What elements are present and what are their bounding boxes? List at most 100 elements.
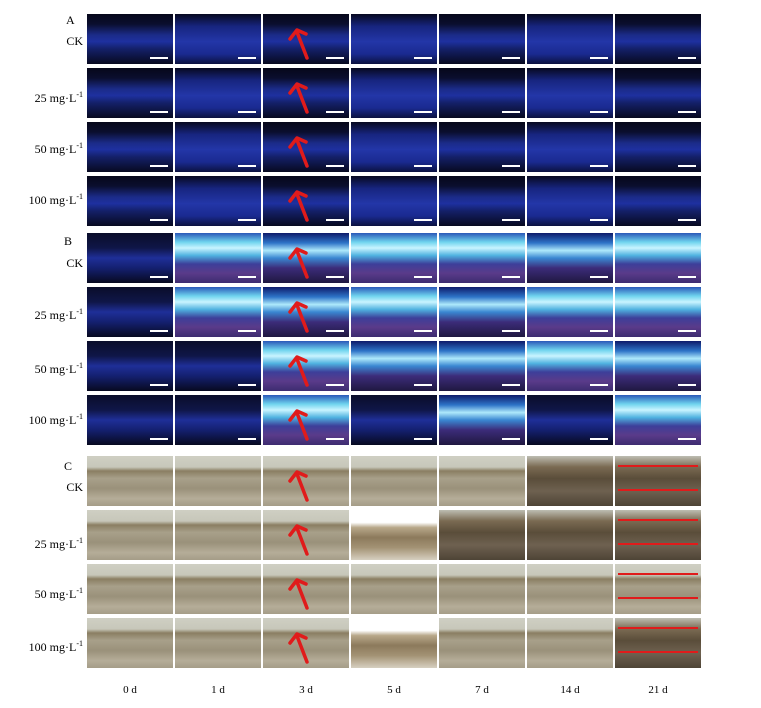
micrograph-c-row1-col6 <box>527 456 613 506</box>
measure-line-top <box>618 465 698 467</box>
scale-bar <box>326 57 344 59</box>
micrograph-a-row3-col6 <box>527 122 613 172</box>
micrograph-a-row4-col6 <box>527 176 613 226</box>
scale-bar <box>678 276 696 278</box>
scale-bar <box>150 111 168 113</box>
red-arrow-icon <box>288 301 309 333</box>
scale-bar <box>590 276 608 278</box>
micrograph-c-row2-col6 <box>527 510 613 560</box>
micrograph-c-row3-col2 <box>175 564 261 614</box>
micrograph-a-row4-col3 <box>263 176 349 226</box>
day-label-0d: 0 d <box>123 684 137 696</box>
micrograph-c-row1-col2 <box>175 456 261 506</box>
red-arrow-icon <box>288 632 309 664</box>
scale-bar <box>590 111 608 113</box>
micrograph-c-row4-col5 <box>439 618 525 668</box>
panel-c-image-grid <box>87 456 707 668</box>
micrograph-b-row3-col3 <box>263 341 349 391</box>
scale-bar <box>326 384 344 386</box>
scale-bar <box>590 57 608 59</box>
micrograph-c-row2-col2 <box>175 510 261 560</box>
micrograph-c-row1-col4 <box>351 456 437 506</box>
scale-bar <box>238 330 256 332</box>
panel-b-image-grid <box>87 233 707 445</box>
panel-b-letter: B <box>64 234 73 248</box>
scale-bar <box>326 219 344 221</box>
scale-bar <box>238 165 256 167</box>
micrograph-b-row4-col5 <box>439 395 525 445</box>
panel-c-letter: C <box>64 459 73 473</box>
micrograph-b-row1-col2 <box>175 233 261 283</box>
micrograph-b-row1-col4 <box>351 233 437 283</box>
panel-c-row-50-label: 50 mg·L-1 <box>34 586 83 601</box>
scale-bar <box>590 384 608 386</box>
micrograph-b-row4-col7 <box>615 395 701 445</box>
scale-bar <box>502 276 520 278</box>
micrograph-b-row3-col7 <box>615 341 701 391</box>
micrograph-c-row3-col3 <box>263 564 349 614</box>
scale-bar <box>414 276 432 278</box>
micrograph-b-row1-col1 <box>87 233 173 283</box>
micrograph-a-row1-col1 <box>87 14 173 64</box>
micrograph-b-row4-col4 <box>351 395 437 445</box>
scale-bar <box>150 219 168 221</box>
micrograph-b-row4-col6 <box>527 395 613 445</box>
red-arrow-icon <box>288 524 309 556</box>
red-arrow-icon <box>288 190 309 222</box>
scale-bar <box>678 219 696 221</box>
micrograph-b-row2-col3 <box>263 287 349 337</box>
panel-c-row-100-label: 100 mg·L-1 <box>28 639 83 654</box>
measure-line-bottom <box>618 597 698 599</box>
panel-a-row-50-label: 50 mg·L-1 <box>34 141 83 156</box>
scale-bar <box>238 276 256 278</box>
scale-bar <box>326 330 344 332</box>
micrograph-b-row1-col5 <box>439 233 525 283</box>
scale-bar <box>150 165 168 167</box>
micrograph-c-row4-col3 <box>263 618 349 668</box>
day-label-7d: 7 d <box>475 684 489 696</box>
panel-b-row-25-label: 25 mg·L-1 <box>34 307 83 322</box>
micrograph-b-row2-col1 <box>87 287 173 337</box>
red-arrow-icon <box>288 409 309 441</box>
measure-line-bottom <box>618 651 698 653</box>
scale-bar <box>590 330 608 332</box>
scale-bar <box>238 438 256 440</box>
micrograph-c-row1-col3 <box>263 456 349 506</box>
scale-bar <box>502 384 520 386</box>
micrograph-c-row4-col6 <box>527 618 613 668</box>
scale-bar <box>150 438 168 440</box>
day-label-14d: 14 d <box>560 684 580 696</box>
micrograph-a-row3-col5 <box>439 122 525 172</box>
scale-bar <box>502 330 520 332</box>
scale-bar <box>326 111 344 113</box>
panel-b-row-ck-label: CK <box>66 256 83 270</box>
micrograph-b-row2-col7 <box>615 287 701 337</box>
scale-bar <box>678 165 696 167</box>
micrograph-c-row3-col5 <box>439 564 525 614</box>
micrograph-a-row3-col1 <box>87 122 173 172</box>
scale-bar <box>502 57 520 59</box>
micrograph-c-row1-col5 <box>439 456 525 506</box>
micrograph-c-row3-col6 <box>527 564 613 614</box>
scale-bar <box>502 111 520 113</box>
panel-a-row-25-label: 25 mg·L-1 <box>34 90 83 105</box>
micrograph-c-row2-col3 <box>263 510 349 560</box>
micrograph-b-row3-col4 <box>351 341 437 391</box>
scale-bar <box>326 438 344 440</box>
micrograph-b-row3-col5 <box>439 341 525 391</box>
red-arrow-icon <box>288 28 309 60</box>
scale-bar <box>326 165 344 167</box>
red-arrow-icon <box>288 355 309 387</box>
panel-a-row-100-label: 100 mg·L-1 <box>28 192 83 207</box>
micrograph-a-row2-col2 <box>175 68 261 118</box>
scale-bar <box>678 111 696 113</box>
micrograph-c-row4-col2 <box>175 618 261 668</box>
day-label-1d: 1 d <box>211 684 225 696</box>
micrograph-b-row3-col1 <box>87 341 173 391</box>
micrograph-c-row2-col1 <box>87 510 173 560</box>
micrograph-b-row1-col3 <box>263 233 349 283</box>
micrograph-a-row1-col4 <box>351 14 437 64</box>
micrograph-b-row2-col4 <box>351 287 437 337</box>
scale-bar <box>678 384 696 386</box>
measure-line-top <box>618 519 698 521</box>
